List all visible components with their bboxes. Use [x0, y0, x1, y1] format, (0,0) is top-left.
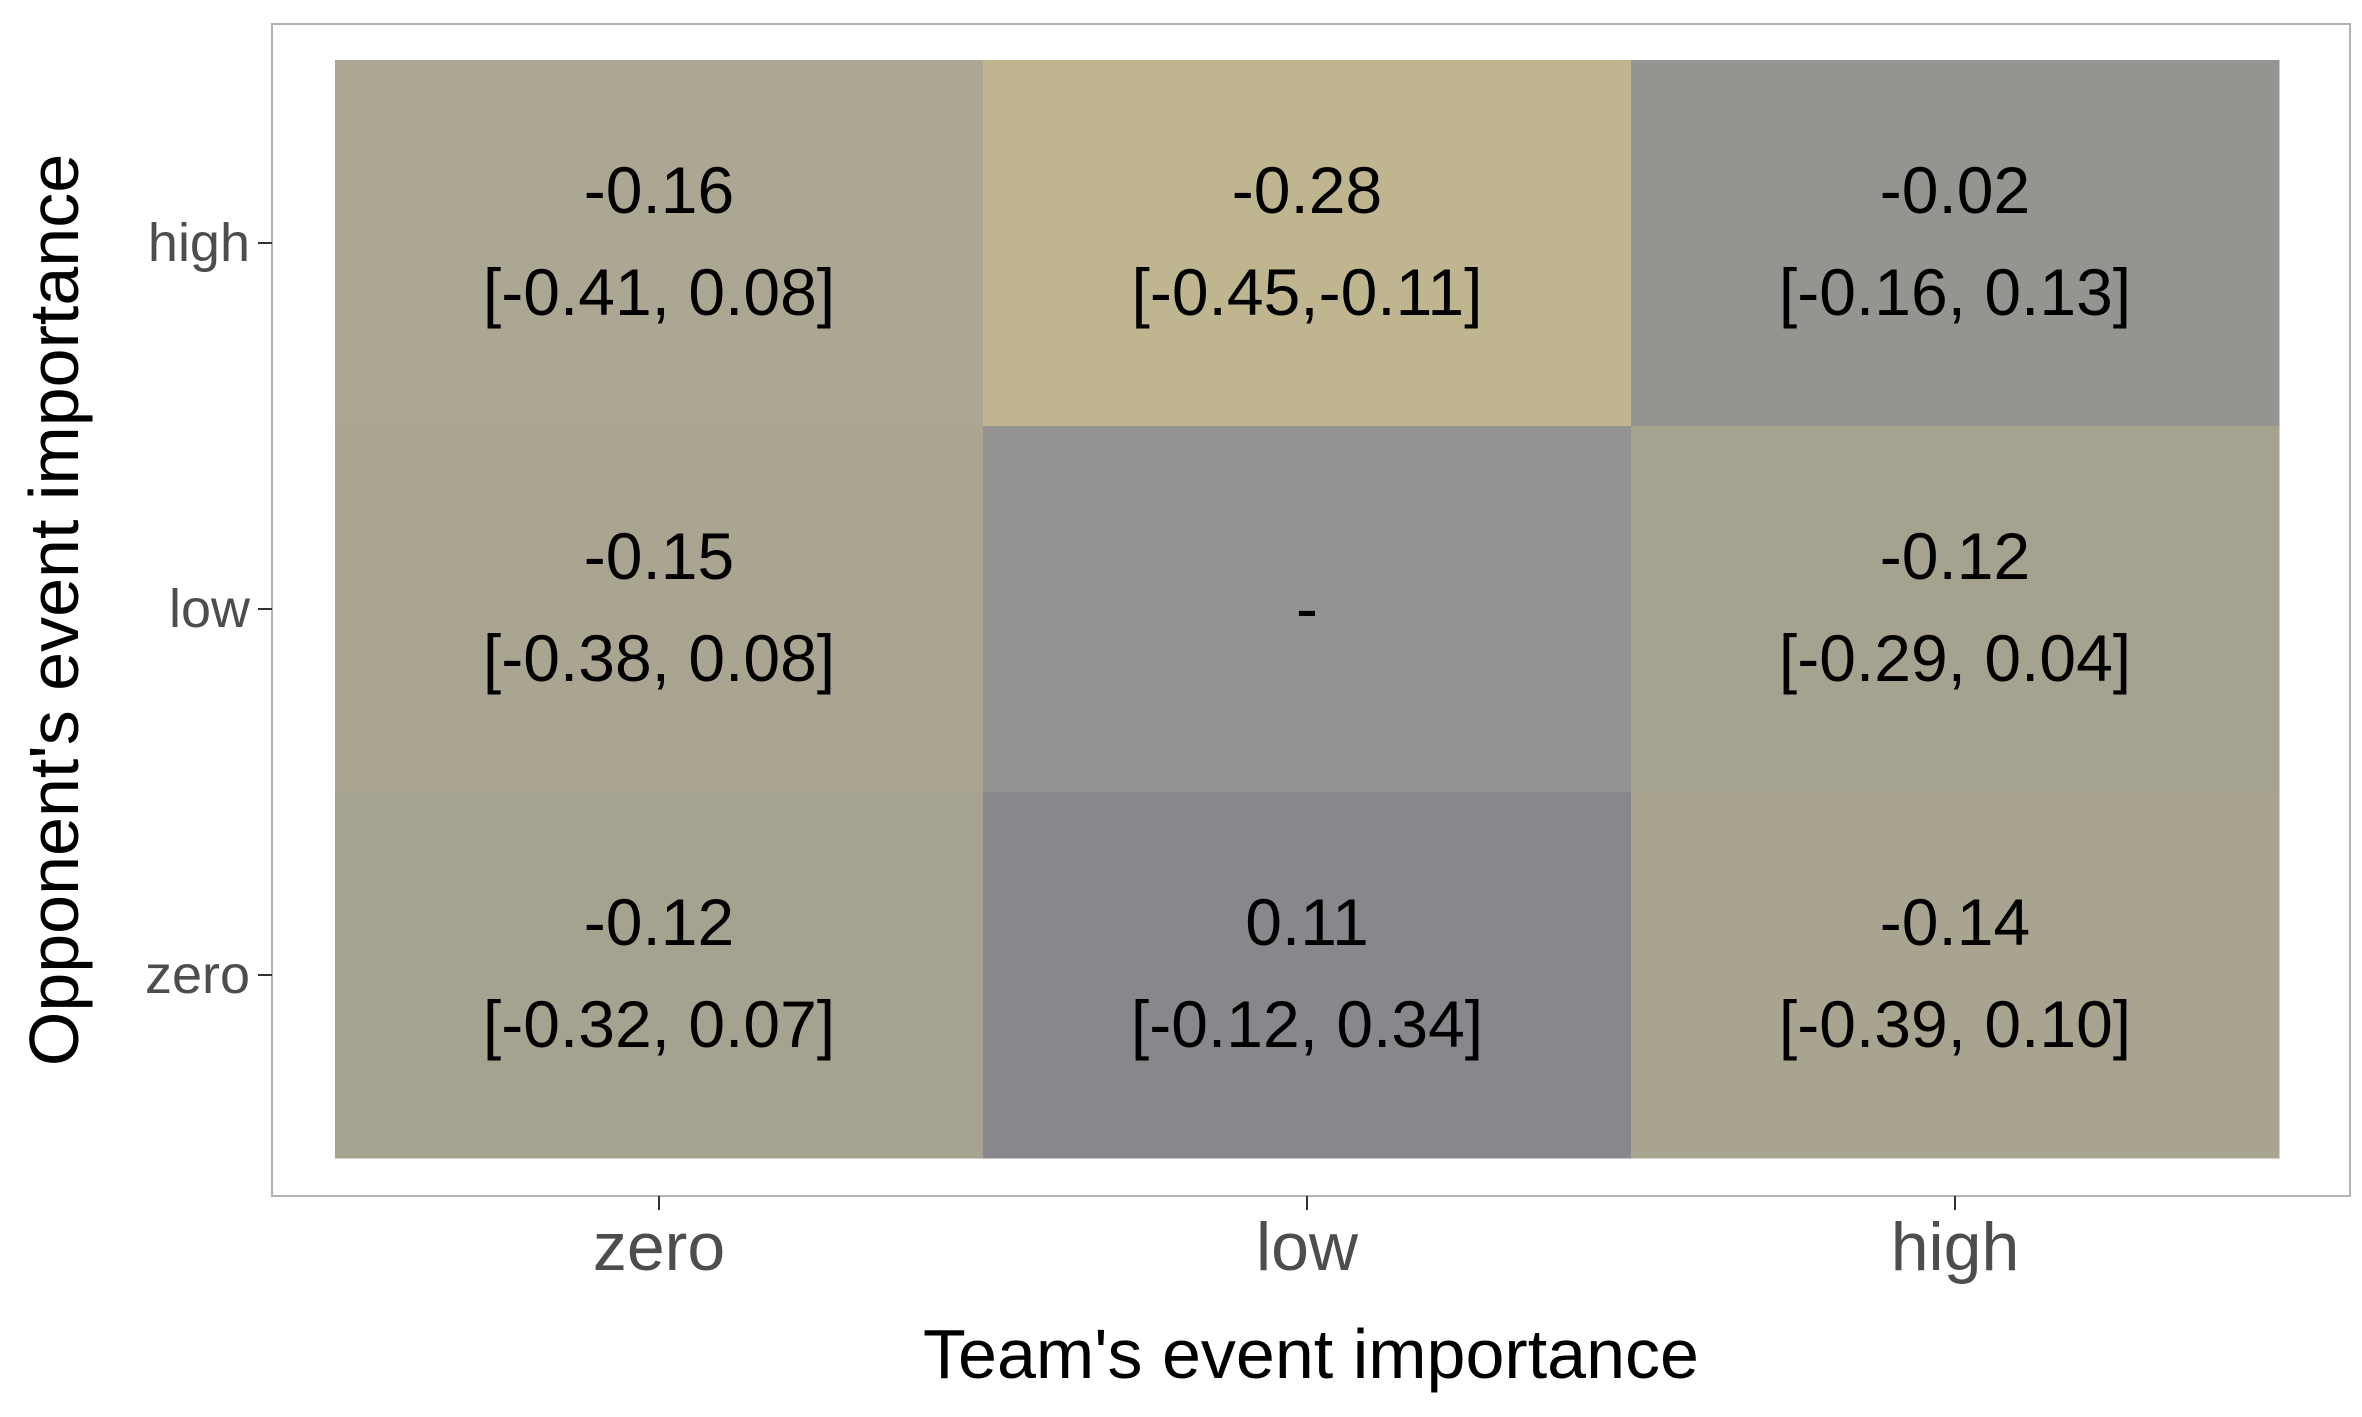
cells-layer [335, 60, 2280, 1159]
y-axis: zero low high [145, 213, 272, 1005]
labels-layer: -0.16 [-0.41, 0.08] -0.28 [-0.45,-0.11] -0.0… [483, 153, 2131, 1061]
cell-value-label: -0.12 [584, 885, 734, 959]
cell-value-label: -0.28 [1232, 153, 1382, 227]
cell-ci-label: [-0.16, 0.13] [1779, 255, 2131, 329]
heatmap-cell-zero-high [335, 60, 984, 427]
cell-value-label: -0.16 [584, 153, 734, 227]
cell-ci-label: [-0.12, 0.34] [1131, 987, 1483, 1061]
heatmap-cell-low-low [983, 426, 1632, 793]
cell-ci-label: [-0.39, 0.10] [1779, 987, 2131, 1061]
x-tick-label-zero: zero [593, 1209, 725, 1285]
y-tick-label-low: low [169, 579, 251, 639]
heatmap-cell-high-low [1631, 426, 2280, 793]
cell-value-label: -0.02 [1880, 153, 2030, 227]
y-axis-title: Opponent's event importance [15, 154, 93, 1066]
y-tick-label-zero: zero [145, 945, 250, 1005]
heatmap-cell-low-high [983, 60, 1632, 427]
cell-ci-label: [-0.38, 0.08] [483, 621, 835, 695]
cell-value-label: 0.11 [1245, 885, 1369, 959]
x-axis-title: Team's event importance [923, 1315, 1699, 1393]
heatmap-cell-high-zero [1631, 792, 2280, 1159]
heatmap-cell-high-high [1631, 60, 2280, 427]
cell-value-label: -0.15 [584, 519, 734, 593]
cell-ci-label: [-0.32, 0.07] [483, 987, 835, 1061]
cell-value-label: -0.12 [1880, 519, 2030, 593]
cell-value-label: - [1296, 571, 1318, 645]
x-tick-label-high: high [1891, 1209, 2020, 1285]
heatmap-cell-zero-zero [335, 792, 984, 1159]
heatmap-cell-zero-low [335, 426, 984, 793]
cell-value-label: -0.14 [1880, 885, 2030, 959]
cell-ci-label: [-0.45,-0.11] [1132, 255, 1483, 329]
y-tick-label-high: high [148, 213, 250, 273]
x-axis: zero low high [593, 1196, 2019, 1285]
cell-ci-label: [-0.41, 0.08] [483, 255, 835, 329]
heatmap-cell-low-zero [983, 792, 1632, 1159]
cell-ci-label: [-0.29, 0.04] [1779, 621, 2131, 695]
x-tick-label-low: low [1256, 1209, 1359, 1285]
